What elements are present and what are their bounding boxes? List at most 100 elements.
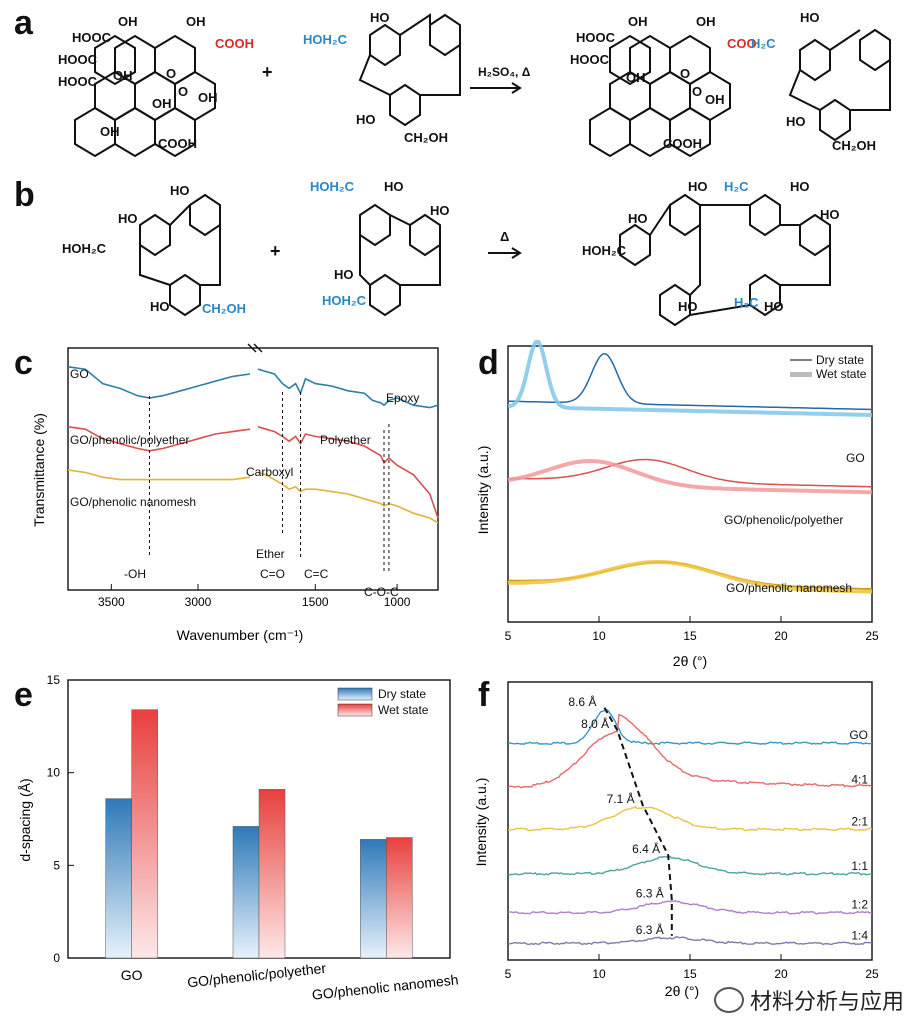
chart-e-category-2: GO/phenolic nanomesh [311, 971, 459, 1002]
chart-d-series-2 [507, 458, 873, 488]
chart-f-peak-trend [603, 707, 673, 936]
chart-c-break-2 [253, 343, 263, 353]
chart-f-peak-label-3: 6.4 Å [632, 841, 660, 856]
chart-e-legend-wet-swatch [337, 703, 373, 717]
chart-e-bar-1-1 [258, 789, 286, 959]
chart-c-annot-co: C=O [260, 567, 285, 581]
scheme-a-go-label-cooh-red: COOH [215, 36, 254, 51]
chart-f-xtick-label-25: 25 [865, 967, 879, 981]
panel-label-d: d [478, 344, 499, 382]
chart-d-xrd: 5 10 15 20 25 Dry state Wet state GO GO/phen… [475, 340, 879, 669]
scheme-b-product-ho-3: HO [628, 211, 648, 226]
chart-e-legend-wet: Wet state [378, 703, 429, 717]
chart-d-ylabel: Intensity (a.u.) [475, 446, 491, 535]
chart-f-series-label-2:1: 2:1 [851, 814, 868, 828]
product-dimer-structure [619, 193, 831, 327]
chart-d-series-1 [507, 340, 872, 417]
panel-label-b: b [14, 176, 35, 214]
phenolic-macrocycle-left [139, 193, 221, 317]
product-macrocycle-structure [788, 28, 891, 142]
reaction-arrowhead-a [511, 82, 522, 94]
scheme-a-go-label-o-2: O [178, 84, 188, 99]
chart-d-label-nanomesh: GO/phenolic nanomesh [726, 581, 852, 595]
chart-c-series-2-left [67, 469, 251, 481]
chart-c-series-1-right [257, 426, 439, 519]
chart-f-series-label-4:1: 4:1 [851, 773, 868, 787]
chart-c-xlabel: Wavenumber (cm⁻¹) [177, 627, 304, 643]
chart-d-label-polyether: GO/phenolic/polyether [724, 513, 843, 527]
chart-e-bar-2-0 [360, 839, 387, 959]
scheme-a-product-oh-4: OH [705, 92, 725, 107]
chart-d-series-5 [508, 560, 872, 594]
chart-d-label-go: GO [846, 451, 865, 465]
scheme-a-product-oh-1: OH [628, 14, 648, 29]
scheme-a-product-hooc-2: HOOC [570, 52, 610, 67]
chart-e-bar-1-0 [232, 826, 260, 959]
chart-d-series-3 [507, 458, 873, 495]
chart-f-frame [507, 681, 873, 961]
panel-label-f: f [478, 676, 490, 714]
chart-e-bar-2-1 [386, 837, 413, 959]
chart-e-ytick-label-15: 15 [47, 673, 61, 687]
chart-f-xtick-label-5: 5 [505, 967, 512, 981]
chart-f-series-label-1:1: 1:1 [851, 859, 868, 873]
chart-e-legend-dry-swatch [337, 687, 373, 701]
scheme-b-product-ho-1: HO [688, 179, 708, 194]
scheme-a-go-label-cooh: COOH [158, 136, 197, 151]
chart-f-xtick-label-10: 10 [592, 967, 606, 981]
chart-d-xlabel: 2θ (°) [673, 653, 707, 669]
panel-label-a: a [14, 4, 33, 42]
chart-c-annot-oh: -OH [124, 567, 146, 581]
chart-d-xtick-label-15: 15 [683, 629, 697, 643]
scheme-a-go-label-oh-5: OH [100, 124, 120, 139]
chart-c-label-polyether: GO/phenolic/polyether [70, 433, 189, 447]
chart-c-ftir: 3500 3000 1500 1000 GO GO/phenolic/polyether… [31, 343, 439, 643]
wechat-icon [713, 987, 744, 1013]
watermark: 材料分析与应用 [713, 984, 904, 1016]
scheme-a-phenolic-ch2oh: CH₂OH [404, 130, 448, 145]
chart-f-series-1:2 [507, 899, 873, 915]
chart-f-xlabel: 2θ (°) [665, 983, 699, 999]
chart-c-label-nanomesh: GO/phenolic nanomesh [70, 495, 196, 509]
chart-f-xtick-label-15: 15 [683, 967, 697, 981]
go-sheet-structure [74, 34, 216, 158]
chart-c-annot-epoxy: Epoxy [386, 391, 419, 405]
scheme-a-product-ch2oh: CH₂OH [832, 138, 876, 153]
chart-d-legend-dry: Dry state [816, 353, 864, 367]
scheme-b-plus: + [270, 241, 281, 261]
scheme-a-product-h2c: H₂C [751, 36, 776, 51]
chart-e-legend-dry: Dry state [378, 687, 426, 701]
reaction-arrowhead-b [511, 247, 522, 259]
product-go-sheet-structure [589, 34, 731, 158]
chart-c-annot-polyether: Polyether [320, 433, 371, 447]
chart-f-peak-label-5: 6.3 Å [636, 922, 664, 937]
scheme-a-go-label-oh-1: OH [118, 14, 138, 29]
chart-e-ytick-label-5: 5 [53, 858, 60, 872]
scheme-b-product-h2c-1: H₂C [724, 179, 749, 194]
chart-f-series-label-1:2: 1:2 [851, 898, 868, 912]
scheme-a-go-label-hooc-1: HOOC [72, 30, 112, 45]
chart-f-peak-label-1: 8.0 Å [581, 716, 609, 731]
chart-f-series-1:4 [507, 936, 873, 946]
chart-f-xtick-label-20: 20 [774, 967, 788, 981]
chart-d-legend-wet: Wet state [816, 367, 867, 381]
scheme-a-phenolic-hoh2c: HOH₂C [303, 32, 348, 47]
scheme-b-left-ho-2: HO [118, 211, 138, 226]
chart-f-peak-label-4: 6.3 Å [636, 886, 664, 901]
scheme-a-product-cooh: COOH [663, 136, 702, 151]
scheme-a-product-ho-2: HO [786, 114, 806, 129]
chart-e-bar-0-1 [131, 709, 158, 959]
scheme-b-right-ho-3: HO [334, 267, 354, 282]
chart-c-frame [67, 347, 439, 591]
scheme-b-product-ho-6: HO [764, 299, 784, 314]
scheme-a-product-hooc-1: HOOC [576, 30, 616, 45]
chart-c-xtick-label-1000: 1000 [384, 595, 411, 609]
scheme-b-reaction: HO HO HOH₂C HO CH₂OH + HOH₂C HO HO HO HO… [62, 179, 840, 327]
chart-c-series-1-left [67, 426, 251, 452]
scheme-b-left-hoh2c: HOH₂C [62, 241, 107, 256]
chart-c-annot-ether: Ether [256, 547, 285, 561]
chart-f-series-4:1 [507, 713, 873, 789]
chart-c-label-go: GO [70, 367, 89, 381]
panel-label-c: c [14, 344, 33, 382]
phenolic-macrocycle-structure [358, 13, 461, 127]
